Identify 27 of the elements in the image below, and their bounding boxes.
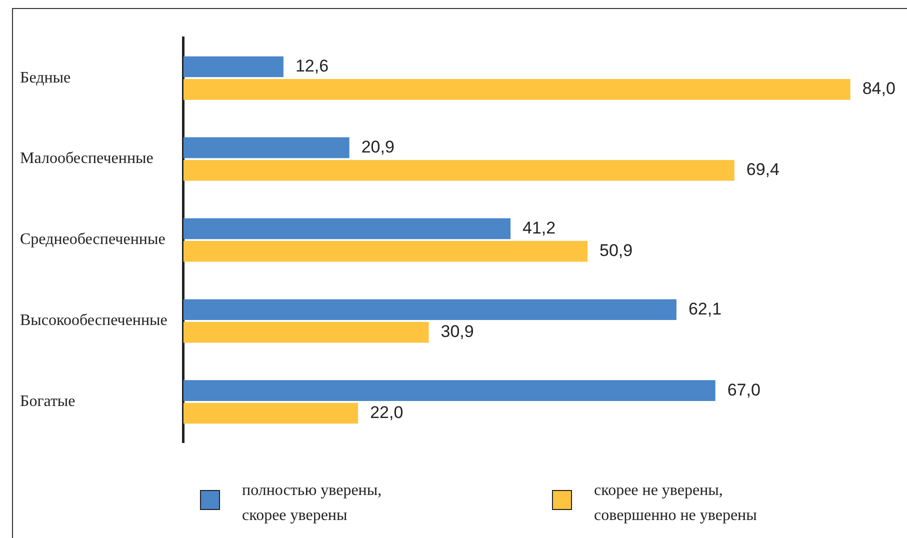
data-label: 67,0 [727,380,760,400]
data-label: 62,1 [688,299,722,318]
bar [183,380,716,402]
bar [183,78,850,100]
y-tick-label: Бедные [20,69,71,86]
data-label: 69,4 [746,160,780,180]
bar [183,402,358,424]
legend-label: скорее не уверены, совершенно не уверены [594,481,758,526]
bar [183,240,588,262]
y-tick-label: Среднеобеспеченные [20,231,166,248]
legend-label: полностью уверены, скорее уверены [242,481,383,526]
y-tick-label: Малообеспеченные [20,150,154,168]
data-label: 50,9 [600,241,633,260]
bar [183,218,511,240]
data-label: 84,0 [862,79,896,98]
bar [183,56,284,78]
y-tick-label: Богатые [20,393,76,410]
data-label: 22,0 [370,402,404,422]
bar [183,137,350,158]
data-label: 30,9 [440,322,474,341]
data-label: 12,6 [295,56,329,76]
bar [183,322,429,343]
bar [183,299,676,320]
data-label: 20,9 [361,137,394,156]
data-label: 41,2 [522,218,556,238]
bar [183,160,734,181]
y-tick-label: Высокообеспеченные [20,312,168,330]
